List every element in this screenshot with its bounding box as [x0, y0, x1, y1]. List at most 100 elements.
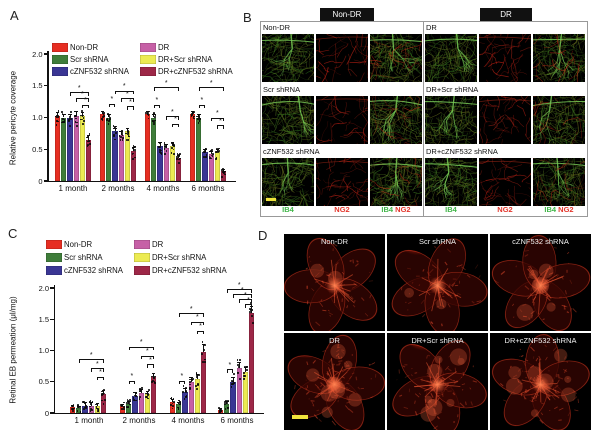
error-bar-cap [249, 305, 254, 307]
data-point [147, 113, 149, 116]
panel-d-cell-label: DR+cZNF532 shRNA [504, 336, 577, 345]
data-point [170, 398, 173, 401]
error-bar-cap [133, 391, 137, 393]
data-point [107, 120, 110, 122]
data-point [82, 116, 85, 119]
data-point [159, 152, 162, 155]
error-bar-cap [218, 408, 223, 409]
data-point [227, 400, 229, 402]
data-point [89, 410, 92, 412]
legend-label: Non-DR [70, 42, 99, 52]
bar [120, 406, 126, 413]
data-point [127, 400, 130, 402]
data-point [197, 374, 200, 376]
data-point [113, 126, 116, 129]
y-axis-tick [43, 53, 48, 55]
retina-flatmount-image [490, 333, 591, 430]
data-point [170, 403, 172, 406]
legend-label: DR+cZNF532 shRNA [158, 66, 233, 76]
micrograph-m-image [533, 158, 585, 206]
data-point [146, 397, 149, 400]
data-point [79, 114, 82, 117]
error-bar-cap [113, 127, 117, 129]
data-point [145, 392, 148, 395]
data-point [224, 402, 226, 405]
error-bar [196, 373, 198, 379]
bar [86, 139, 92, 181]
data-point [56, 116, 58, 119]
data-point [82, 122, 84, 125]
legend-label: Scr shRNA [70, 54, 109, 64]
significance-asterisk: * [209, 79, 213, 87]
significance-asterisk: * [240, 286, 244, 294]
data-point [165, 146, 168, 149]
data-point [215, 157, 218, 159]
data-point [134, 156, 137, 159]
data-point [165, 149, 168, 152]
error-bar-cap [86, 135, 91, 137]
error-bar-cap [145, 111, 150, 113]
data-point [112, 135, 115, 138]
data-point [171, 407, 174, 410]
data-point [123, 401, 125, 404]
data-point [135, 399, 137, 402]
data-point [176, 156, 178, 158]
data-point [191, 379, 193, 382]
data-point [128, 402, 131, 405]
error-bar [128, 400, 130, 404]
data-point [88, 140, 90, 142]
significance-bracket [115, 90, 134, 95]
data-point [220, 408, 222, 411]
data-point [197, 122, 200, 125]
error-bar [102, 110, 104, 115]
data-point [87, 136, 90, 138]
legend-swatch [46, 266, 62, 275]
significance-asterisk: * [89, 351, 93, 359]
data-point [61, 111, 63, 113]
significance-asterisk: * [155, 97, 159, 105]
significance-bracket [226, 289, 252, 293]
micrograph-r-image [316, 34, 368, 82]
bar [67, 117, 73, 181]
significance-bracket [172, 123, 179, 128]
data-point [153, 380, 156, 383]
significance-asterisk: * [139, 339, 143, 347]
data-point [139, 388, 142, 391]
significance-asterisk: * [110, 96, 114, 104]
data-point [151, 375, 154, 378]
data-point [132, 145, 135, 147]
data-point [120, 408, 123, 411]
data-point [225, 400, 227, 402]
error-bar [203, 344, 205, 352]
bar [202, 152, 208, 181]
bar [131, 151, 137, 181]
panel-b-column-header: Non-DR [320, 8, 374, 21]
panel-d-cell-label: cZNF532 shRNA [512, 237, 569, 246]
data-point [176, 158, 179, 161]
data-point [172, 153, 175, 156]
micrograph-m-image [533, 96, 585, 144]
data-point [128, 398, 131, 401]
error-bar-cap [176, 401, 181, 403]
panel-c-label: C [8, 226, 18, 241]
panel-b-row-label: DR+cZNF532 shRNA [426, 147, 498, 156]
significance-asterisk: * [216, 110, 219, 117]
error-bar [69, 113, 71, 118]
panel-b-row-label: Scr shRNA [263, 85, 301, 94]
channel-label-ng2: NG2 [393, 205, 411, 214]
data-point [176, 152, 179, 155]
significance-bracket [217, 125, 224, 129]
data-point [215, 158, 218, 160]
data-point [185, 396, 187, 399]
data-point [153, 123, 156, 125]
data-point [185, 395, 188, 398]
data-point [203, 360, 206, 363]
data-point [232, 383, 234, 385]
data-point [61, 118, 64, 120]
data-point [56, 114, 58, 117]
data-point [249, 308, 251, 311]
bar [100, 114, 106, 181]
data-point [74, 121, 77, 124]
data-point [197, 382, 200, 385]
